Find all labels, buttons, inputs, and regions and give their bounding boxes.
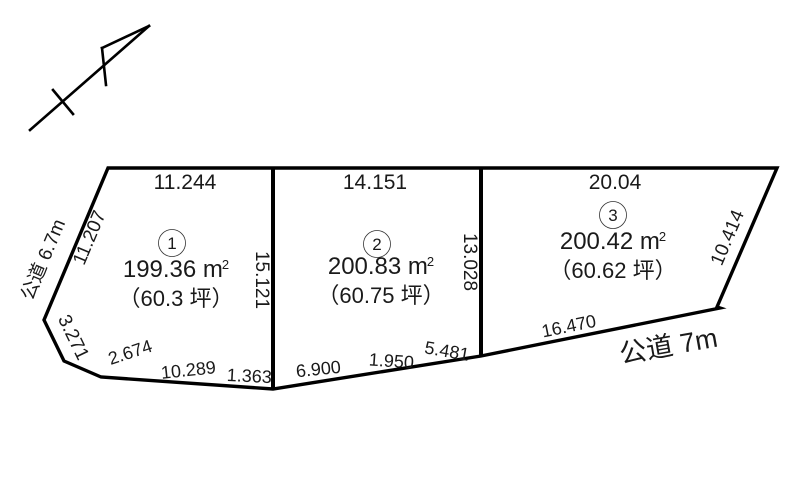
svg-text:15.121: 15.121 [251, 251, 272, 309]
svg-text:200.42 m2: 200.42 m2 [560, 228, 666, 255]
svg-text:（60.3 坪）: （60.3 坪） [119, 286, 234, 311]
svg-text:2: 2 [372, 235, 381, 254]
svg-text:1.950: 1.950 [368, 349, 414, 372]
svg-text:（60.75 坪）: （60.75 坪） [317, 283, 444, 308]
svg-text:14.151: 14.151 [343, 171, 407, 194]
svg-text:（60.62 坪）: （60.62 坪） [549, 258, 676, 283]
svg-text:1: 1 [167, 234, 176, 253]
svg-text:20.04: 20.04 [589, 171, 642, 194]
svg-text:13.028: 13.028 [459, 233, 480, 291]
svg-text:199.36 m2: 199.36 m2 [123, 256, 229, 283]
svg-text:11.244: 11.244 [154, 171, 217, 194]
svg-text:1.363: 1.363 [226, 365, 272, 387]
svg-text:3: 3 [608, 206, 617, 225]
svg-text:200.83 m2: 200.83 m2 [328, 253, 434, 280]
